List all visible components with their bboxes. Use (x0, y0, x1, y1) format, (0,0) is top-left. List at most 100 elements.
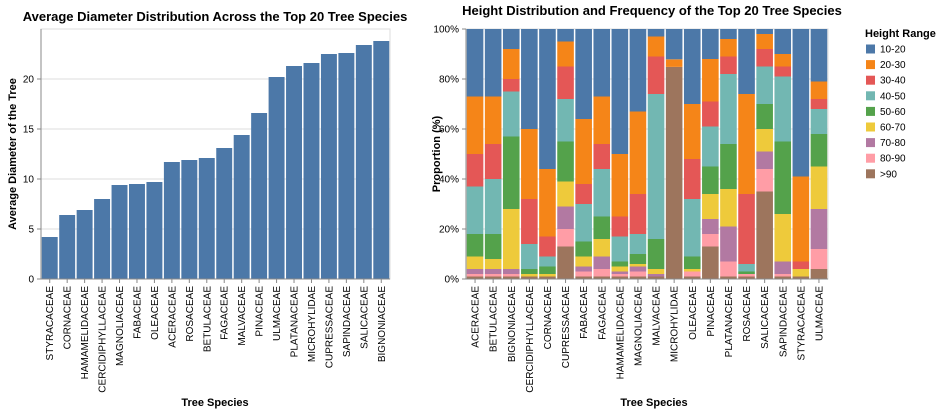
segment-aceraceae-gt90[interactable] (466, 276, 484, 280)
segment-sapindaceae-70-80[interactable] (774, 261, 792, 275)
bar-styracaceae[interactable] (41, 237, 58, 279)
segment-ulmaceae-50-60[interactable] (810, 134, 828, 167)
segment-cornaceae-30-40[interactable] (539, 236, 556, 257)
segment-malvaceae-70-80[interactable] (647, 274, 665, 277)
segment-betulaceae-10-20[interactable] (484, 29, 502, 97)
segment-pinaceae-40-50[interactable] (702, 126, 719, 167)
segment-aceraceae-60-70[interactable] (466, 256, 484, 270)
segment-bignoniaceae-70-80[interactable] (502, 269, 520, 274)
segment-fagaceae-30-40[interactable] (593, 144, 611, 169)
segment-pinaceae-70-80[interactable] (702, 219, 719, 234)
bar-ulmaceae[interactable] (268, 77, 285, 279)
segment-bignoniaceae-gt90[interactable] (502, 276, 520, 280)
segment-fagaceae-20-30[interactable] (593, 96, 611, 145)
segment-magnoliaceae-20-30[interactable] (629, 111, 647, 195)
segment-betulaceae-70-80[interactable] (484, 269, 502, 274)
bar-oleaceae[interactable] (146, 182, 163, 279)
segment-ulmaceae-40-50[interactable] (810, 109, 828, 134)
segment-platanaceae-40-50[interactable] (720, 74, 737, 144)
segment-ulmaceae-80-90[interactable] (810, 249, 828, 269)
segment-malvaceae-20-30[interactable] (647, 36, 665, 57)
segment-salicaceae-40-50[interactable] (756, 66, 773, 105)
segment-rosaceae-80-90[interactable] (738, 274, 755, 277)
segment-rosaceae-40-50[interactable] (738, 264, 755, 272)
bar-cercidiphyllaceae[interactable] (94, 199, 111, 279)
segment-oleaceae-30-40[interactable] (683, 159, 701, 199)
segment-malvaceae-60-70[interactable] (647, 269, 665, 274)
segment-betulaceae-40-50[interactable] (484, 179, 502, 234)
segment-cupressaceae-80-90[interactable] (557, 229, 574, 247)
segment-cornaceae-40-50[interactable] (539, 256, 556, 267)
segment-fagaceae-gt90[interactable] (593, 276, 611, 280)
segment-fabaceae-40-50[interactable] (575, 204, 592, 242)
bar-malvaceae[interactable] (233, 135, 250, 279)
segment-rosaceae-10-20[interactable] (738, 29, 755, 94)
bar-sapindaceae[interactable] (338, 53, 355, 279)
segment-hamamelidaceae-gt90[interactable] (611, 276, 629, 280)
segment-bignoniaceae-80-90[interactable] (502, 274, 520, 277)
segment-platanaceae-20-30[interactable] (720, 39, 737, 57)
segment-ulmaceae-gt90[interactable] (810, 269, 828, 279)
segment-cornaceae-50-60[interactable] (539, 266, 556, 275)
segment-aceraceae-50-60[interactable] (466, 234, 484, 257)
segment-salicaceae-10-20[interactable] (756, 29, 773, 34)
segment-sapindaceae-40-50[interactable] (774, 76, 792, 142)
segment-pinaceae-gt90[interactable] (702, 246, 719, 280)
segment-styracaceae-30-40[interactable] (792, 261, 810, 270)
segment-bignoniaceae-50-60[interactable] (502, 136, 520, 210)
segment-styracaceae-20-30[interactable] (792, 176, 810, 262)
segment-fabaceae-80-90[interactable] (575, 271, 592, 277)
segment-oleaceae-gt90[interactable] (683, 276, 701, 280)
segment-platanaceae-80-90[interactable] (720, 261, 737, 277)
segment-cornaceae-60-70[interactable] (539, 274, 556, 277)
segment-ulmaceae-70-80[interactable] (810, 209, 828, 249)
segment-fagaceae-50-60[interactable] (593, 216, 611, 240)
segment-cercidiphyllaceae-50-60[interactable] (521, 269, 538, 274)
segment-cupressaceae-gt90[interactable] (557, 246, 574, 280)
segment-aceraceae-40-50[interactable] (466, 186, 484, 235)
segment-magnoliaceae-50-60[interactable] (629, 254, 647, 264)
segment-betulaceae-gt90[interactable] (484, 276, 502, 280)
segment-rosaceae-20-30[interactable] (738, 94, 755, 194)
segment-aceraceae-10-20[interactable] (466, 29, 484, 97)
segment-rosaceae-50-60[interactable] (738, 271, 755, 275)
segment-magnoliaceae-10-20[interactable] (629, 29, 647, 112)
segment-microhylidae-20-30[interactable] (665, 59, 683, 67)
segment-cornaceae-gt90[interactable] (539, 276, 556, 280)
segment-cercidiphyllaceae-30-40[interactable] (521, 199, 538, 244)
segment-magnoliaceae-30-40[interactable] (629, 194, 647, 234)
segment-hamamelidaceae-80-90[interactable] (611, 274, 629, 277)
segment-aceraceae-20-30[interactable] (466, 96, 484, 155)
segment-cupressaceae-70-80[interactable] (557, 206, 574, 230)
segment-fabaceae-50-60[interactable] (575, 241, 592, 257)
bar-aceraceae[interactable] (163, 162, 180, 279)
segment-styracaceae-60-70[interactable] (792, 269, 810, 277)
segment-hamamelidaceae-30-40[interactable] (611, 216, 629, 237)
segment-pinaceae-20-30[interactable] (702, 59, 719, 102)
bar-platanaceae[interactable] (286, 66, 302, 279)
segment-platanaceae-10-20[interactable] (720, 29, 737, 39)
segment-fagaceae-70-80[interactable] (593, 256, 611, 270)
segment-malvaceae-50-60[interactable] (647, 239, 665, 269)
segment-microhylidae-gt90[interactable] (665, 66, 683, 279)
segment-bignoniaceae-10-20[interactable] (502, 29, 520, 49)
segment-pinaceae-50-60[interactable] (702, 166, 719, 195)
segment-fabaceae-gt90[interactable] (575, 276, 592, 280)
segment-aceraceae-70-80[interactable] (466, 269, 484, 274)
bar-fabaceae[interactable] (129, 184, 145, 279)
segment-betulaceae-30-40[interactable] (484, 144, 502, 179)
segment-hamamelidaceae-10-20[interactable] (611, 29, 629, 154)
segment-sapindaceae-50-60[interactable] (774, 141, 792, 215)
segment-cupressaceae-50-60[interactable] (557, 141, 574, 182)
segment-fabaceae-30-40[interactable] (575, 184, 592, 204)
segment-cercidiphyllaceae-60-70[interactable] (521, 274, 538, 277)
segment-cornaceae-10-20[interactable] (539, 29, 556, 169)
segment-fabaceae-10-20[interactable] (575, 29, 592, 119)
segment-bignoniaceae-40-50[interactable] (502, 91, 520, 137)
segment-sapindaceae-30-40[interactable] (774, 66, 792, 77)
segment-fabaceae-20-30[interactable] (575, 119, 592, 184)
segment-salicaceae-30-40[interactable] (756, 49, 773, 67)
segment-fagaceae-80-90[interactable] (593, 269, 611, 277)
segment-malvaceae-10-20[interactable] (647, 29, 665, 37)
bar-magnoliaceae[interactable] (111, 185, 128, 279)
